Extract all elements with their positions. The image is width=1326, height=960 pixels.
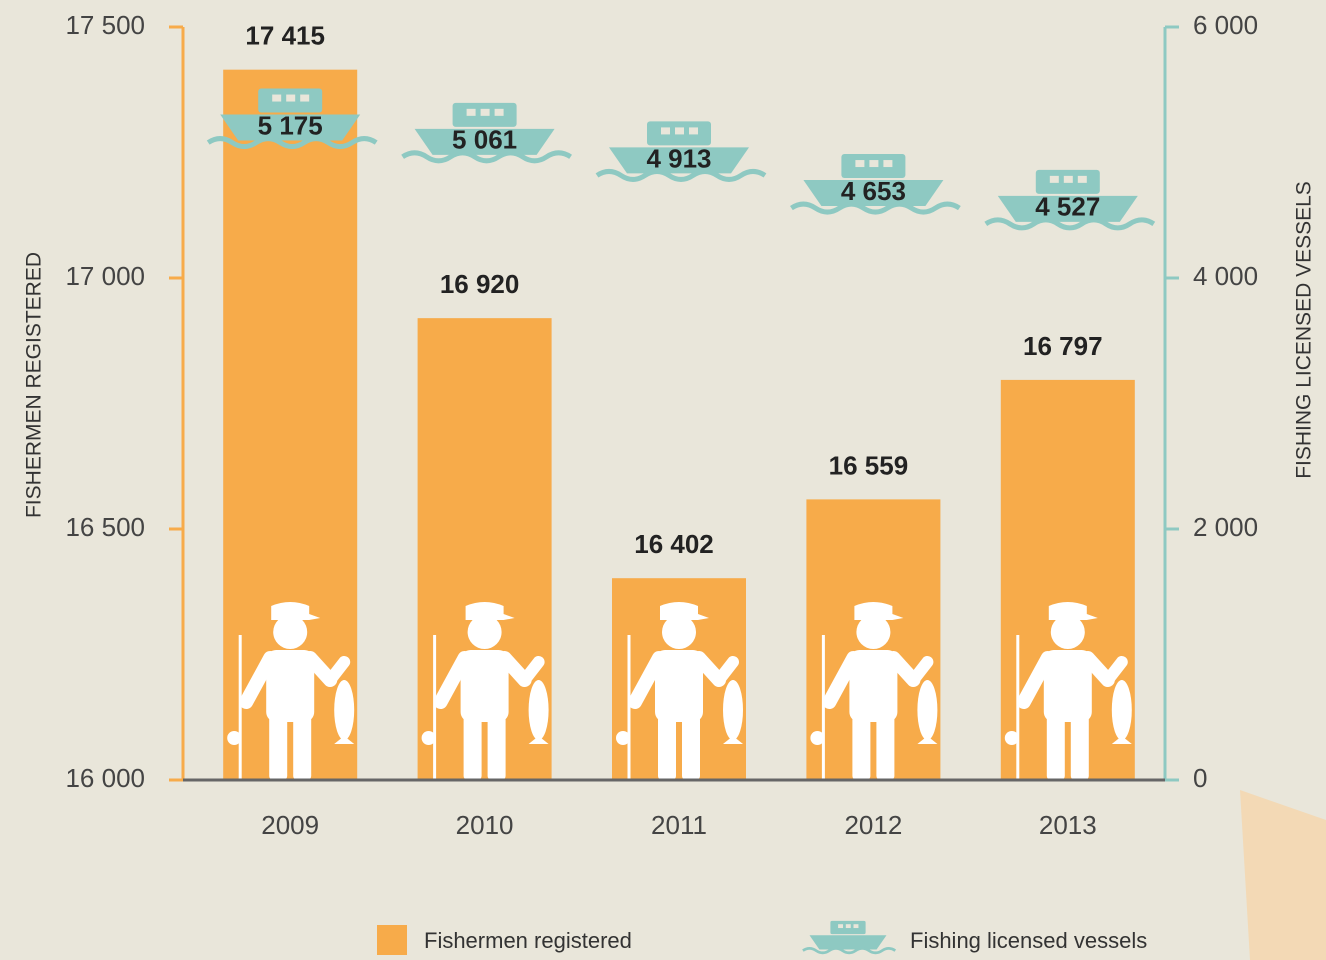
vessel-value-label: 5 175 (258, 110, 323, 140)
x-tick-label: 2009 (261, 810, 319, 840)
decoration (1240, 790, 1326, 960)
legend-label: Fishing licensed vessels (910, 928, 1147, 953)
bar-value-label: 16 797 (1023, 331, 1103, 361)
vessel-value-label: 5 061 (452, 125, 517, 155)
vessel-value-label: 4 527 (1035, 192, 1100, 222)
x-tick-label: 2012 (844, 810, 902, 840)
y-tick-label: 16 000 (65, 763, 145, 793)
y2-axis-title: FISHING LICENSED VESSELS (1293, 181, 1316, 479)
y-tick-label: 17 000 (65, 261, 145, 291)
legend-swatch (801, 919, 897, 955)
y2-tick-label: 4 000 (1193, 261, 1258, 291)
bar-value-label: 16 402 (634, 529, 714, 559)
x-tick-label: 2011 (651, 810, 707, 840)
x-tick-label: 2010 (456, 810, 514, 840)
vessel-value-label: 4 653 (841, 176, 906, 206)
bar-value-label: 16 559 (829, 450, 909, 480)
vessel-value-label: 4 913 (646, 143, 711, 173)
y2-tick-label: 2 000 (1193, 512, 1258, 542)
boat-icon (801, 919, 897, 955)
y-axis-title: FISHERMEN REGISTERED (23, 252, 46, 518)
y2-tick-label: 6 000 (1193, 10, 1258, 40)
y-tick-label: 17 500 (65, 10, 145, 40)
y2-tick-label: 0 (1193, 763, 1207, 793)
bar-value-label: 16 920 (440, 269, 520, 299)
bar-value-label: 17 415 (245, 21, 325, 51)
legend-label: Fishermen registered (424, 928, 632, 953)
legend-swatch (377, 925, 407, 955)
x-tick-label: 2013 (1039, 810, 1097, 840)
y-tick-label: 16 500 (65, 512, 145, 542)
